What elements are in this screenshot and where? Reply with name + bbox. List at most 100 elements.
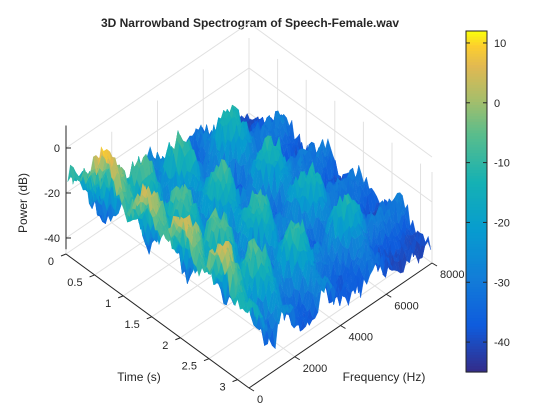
wall-grid-z — [65, 67, 433, 203]
colorbar-step — [466, 136, 487, 140]
colorbar-step — [466, 306, 487, 311]
colorbar-step — [466, 130, 487, 134]
colorbar-step — [466, 65, 487, 69]
time-tick-label: 1.5 — [124, 319, 139, 331]
colorbar-step — [466, 164, 487, 168]
colorbar-step — [466, 87, 487, 92]
colorbar-step — [466, 366, 487, 370]
colorbar-step — [466, 221, 487, 225]
colorbar-step — [466, 224, 487, 228]
colorbar-step — [466, 79, 487, 83]
colorbar-tick-label: -20 — [494, 217, 510, 229]
colorbar-step — [466, 292, 487, 296]
colorbar-step — [466, 116, 487, 120]
colorbar-step — [466, 218, 487, 222]
colorbar-step — [466, 158, 487, 163]
colorbar-step — [466, 156, 487, 160]
colorbar-step — [466, 332, 487, 336]
colorbar-step — [466, 204, 487, 208]
colorbar-step — [466, 212, 487, 217]
colorbar-step — [466, 272, 487, 276]
colorbar-tick-label: -40 — [494, 337, 510, 349]
colorbar-step — [466, 187, 487, 191]
colorbar-step — [466, 84, 487, 89]
colorbar-step — [466, 104, 487, 109]
z-axis-label: Power (dB) — [16, 173, 30, 233]
colorbar-step — [466, 241, 487, 245]
colorbar-step — [466, 232, 487, 237]
colorbar-tick-label: 0 — [494, 98, 500, 110]
colorbar-step — [466, 207, 487, 211]
colorbar-step — [466, 340, 487, 345]
colorbar-step — [466, 45, 487, 49]
colorbar-step — [466, 346, 487, 350]
frequency-tick-label: 8000 — [440, 269, 464, 281]
colorbar-step — [466, 337, 487, 342]
colorbar-step — [466, 76, 487, 80]
time-tick — [146, 316, 152, 320]
colorbar-step — [466, 56, 487, 61]
colorbar-step — [466, 96, 487, 100]
colorbar-step — [466, 227, 487, 231]
colorbar-step — [466, 343, 487, 348]
colorbar-step — [466, 170, 487, 174]
surface-plot — [67, 104, 432, 350]
colorbar-step — [466, 167, 487, 171]
colorbar-step — [466, 312, 487, 316]
colorbar-step — [466, 67, 487, 72]
time-tick-label: 2 — [162, 340, 168, 352]
time-tick — [232, 379, 238, 383]
power-tick-label: -40 — [44, 233, 60, 245]
colorbar-step — [466, 363, 487, 367]
time-tick — [118, 295, 124, 299]
colorbar-step — [466, 320, 487, 325]
colorbar-step — [466, 161, 487, 166]
colorbar-step — [466, 335, 487, 339]
colorbar-step — [466, 184, 487, 188]
colorbar-step — [466, 266, 487, 271]
colorbar-step — [466, 369, 487, 373]
colorbar-step — [466, 201, 487, 205]
colorbar-step — [466, 252, 487, 257]
colorbar-step — [466, 298, 487, 302]
colorbar-step — [466, 210, 487, 214]
time-tick — [89, 274, 95, 278]
colorbar-step — [466, 124, 487, 129]
surface-cell — [424, 235, 432, 251]
colorbar-step — [466, 107, 487, 112]
colorbar-step — [466, 102, 487, 106]
colorbar-step — [466, 153, 487, 157]
colorbar-step — [466, 244, 487, 248]
colorbar-step — [466, 150, 487, 154]
colorbar-step — [466, 255, 487, 259]
colorbar-step — [466, 90, 487, 95]
time-tick-label: 1 — [105, 298, 111, 310]
time-axis-line — [65, 253, 250, 389]
colorbar-step — [466, 138, 487, 143]
frequency-tick-label: 2000 — [303, 363, 327, 375]
colorbar-tick-label: -30 — [494, 277, 510, 289]
colorbar-step — [466, 329, 487, 333]
colorbar-step — [466, 315, 487, 319]
x-axis-label: Time (s) — [117, 370, 161, 384]
colorbar-step — [466, 113, 487, 117]
colorbar-step — [466, 275, 487, 279]
colorbar-step — [466, 309, 487, 313]
colorbar-step — [466, 141, 487, 146]
colorbar-step — [466, 119, 487, 123]
frequency-tick — [340, 325, 346, 329]
time-tick — [203, 358, 210, 362]
colorbar-step — [466, 175, 487, 180]
wall-grid-z — [65, 22, 433, 158]
colorbar-step — [466, 283, 487, 288]
colorbar-step — [466, 31, 487, 35]
colorbar-step — [466, 258, 487, 262]
chart-title: 3D Narrowband Spectrogram of Speech-Fema… — [101, 16, 399, 30]
colorbar-step — [466, 264, 487, 268]
colorbar-step — [466, 42, 487, 46]
colorbar-step — [466, 352, 487, 356]
colorbar-step — [466, 357, 487, 362]
time-tick — [175, 337, 181, 341]
colorbar-step — [466, 82, 487, 86]
colorbar-step — [466, 33, 487, 38]
